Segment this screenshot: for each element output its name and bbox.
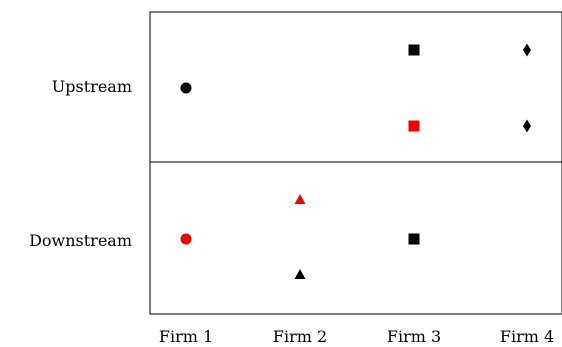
row-label-upstream: Upstream bbox=[52, 77, 132, 96]
marker-upstream-firm-4-bottom-diamond bbox=[523, 119, 531, 133]
column-labels: Firm 1 Firm 2 Firm 3 Firm 4 bbox=[159, 327, 554, 346]
marker-upstream-firm-1-middle-circle bbox=[180, 82, 192, 94]
marker-downstream-firm-3-middle-square bbox=[408, 233, 420, 245]
marker-downstream-firm-1-middle-circle bbox=[180, 233, 192, 245]
diagram-frame bbox=[149, 11, 562, 315]
markers bbox=[180, 43, 531, 279]
marker-upstream-firm-3-top-square bbox=[408, 44, 420, 56]
marker-downstream-firm-2-bottom-triangle bbox=[294, 269, 306, 279]
marker-upstream-firm-4-top-diamond bbox=[523, 43, 531, 57]
column-label-firm-3: Firm 3 bbox=[387, 327, 441, 346]
row-labels: Upstream Downstream bbox=[29, 77, 132, 250]
column-label-firm-2: Firm 2 bbox=[273, 327, 327, 346]
row-label-downstream: Downstream bbox=[29, 231, 132, 250]
column-label-firm-4: Firm 4 bbox=[500, 327, 554, 346]
column-label-firm-1: Firm 1 bbox=[159, 327, 213, 346]
frame-border bbox=[149, 11, 562, 315]
marker-upstream-firm-3-bottom-square bbox=[408, 120, 420, 132]
marker-downstream-firm-2-top-triangle bbox=[294, 194, 306, 204]
